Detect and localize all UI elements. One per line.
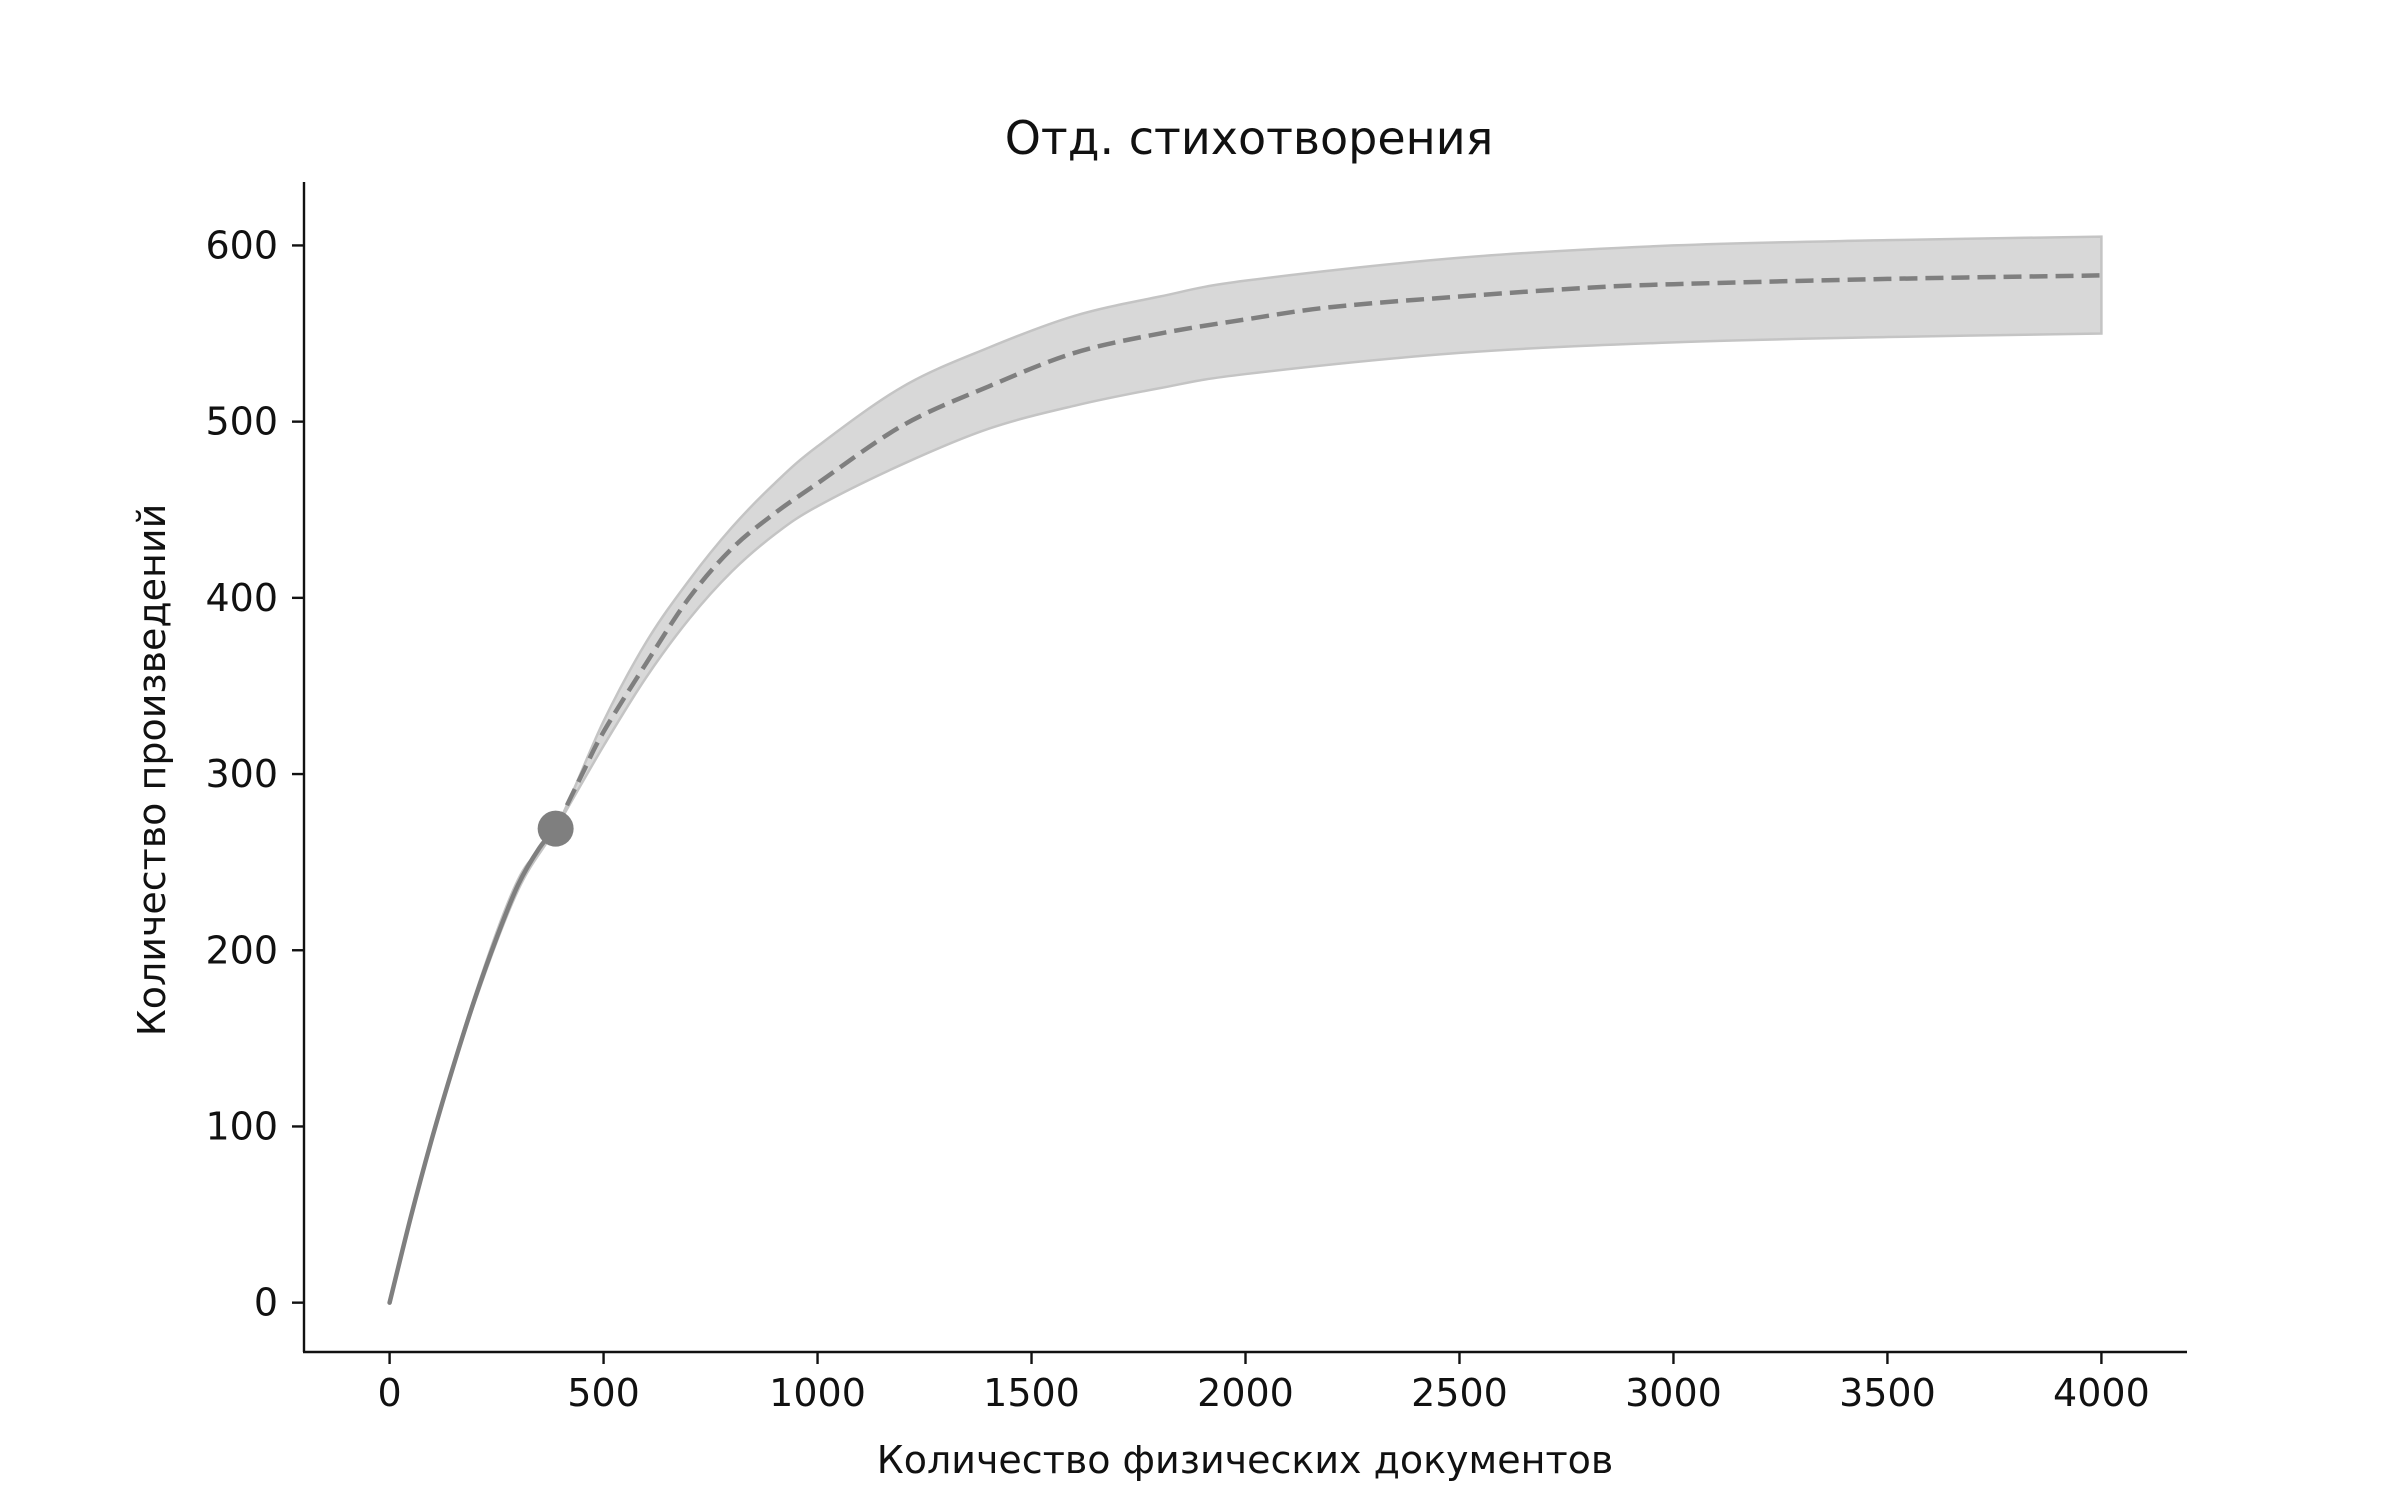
y-tick-label: 200 bbox=[205, 928, 278, 972]
y-axis-title: Количество произведений bbox=[130, 504, 174, 1037]
x-tick-label: 3000 bbox=[1625, 1371, 1722, 1415]
x-tick-label: 0 bbox=[377, 1371, 401, 1415]
x-tick-label: 2500 bbox=[1411, 1371, 1508, 1415]
y-tick-label: 600 bbox=[205, 223, 278, 267]
interpolation-line bbox=[387, 826, 558, 1305]
x-tick-label: 4000 bbox=[2053, 1371, 2150, 1415]
y-tick-label: 300 bbox=[205, 752, 278, 796]
x-tick-label: 1500 bbox=[983, 1371, 1080, 1415]
x-tick-label: 500 bbox=[567, 1371, 640, 1415]
x-tick-label: 3500 bbox=[1839, 1371, 1936, 1415]
x-tick-label: 2000 bbox=[1197, 1371, 1294, 1415]
y-tick-label: 100 bbox=[205, 1104, 278, 1148]
y-tick-label: 500 bbox=[205, 400, 278, 444]
x-tick-label: 1000 bbox=[769, 1371, 866, 1415]
observed-point bbox=[537, 810, 574, 847]
chart-title: Отд. стихотворения bbox=[1005, 111, 1494, 165]
x-axis-title: Количество физических документов bbox=[877, 1438, 1613, 1482]
plot-area bbox=[387, 235, 2103, 1305]
y-tick-label: 0 bbox=[254, 1281, 278, 1325]
y-tick-label: 400 bbox=[205, 576, 278, 620]
extrapolation-line bbox=[553, 273, 2102, 830]
x-axis-ticks: 0 500 1000 1500 2000 2500 3000 3500 4000 bbox=[377, 1352, 2150, 1415]
confidence-band bbox=[388, 235, 2103, 1303]
y-axis-ticks: 0 100 200 300 400 500 600 bbox=[205, 223, 304, 1325]
